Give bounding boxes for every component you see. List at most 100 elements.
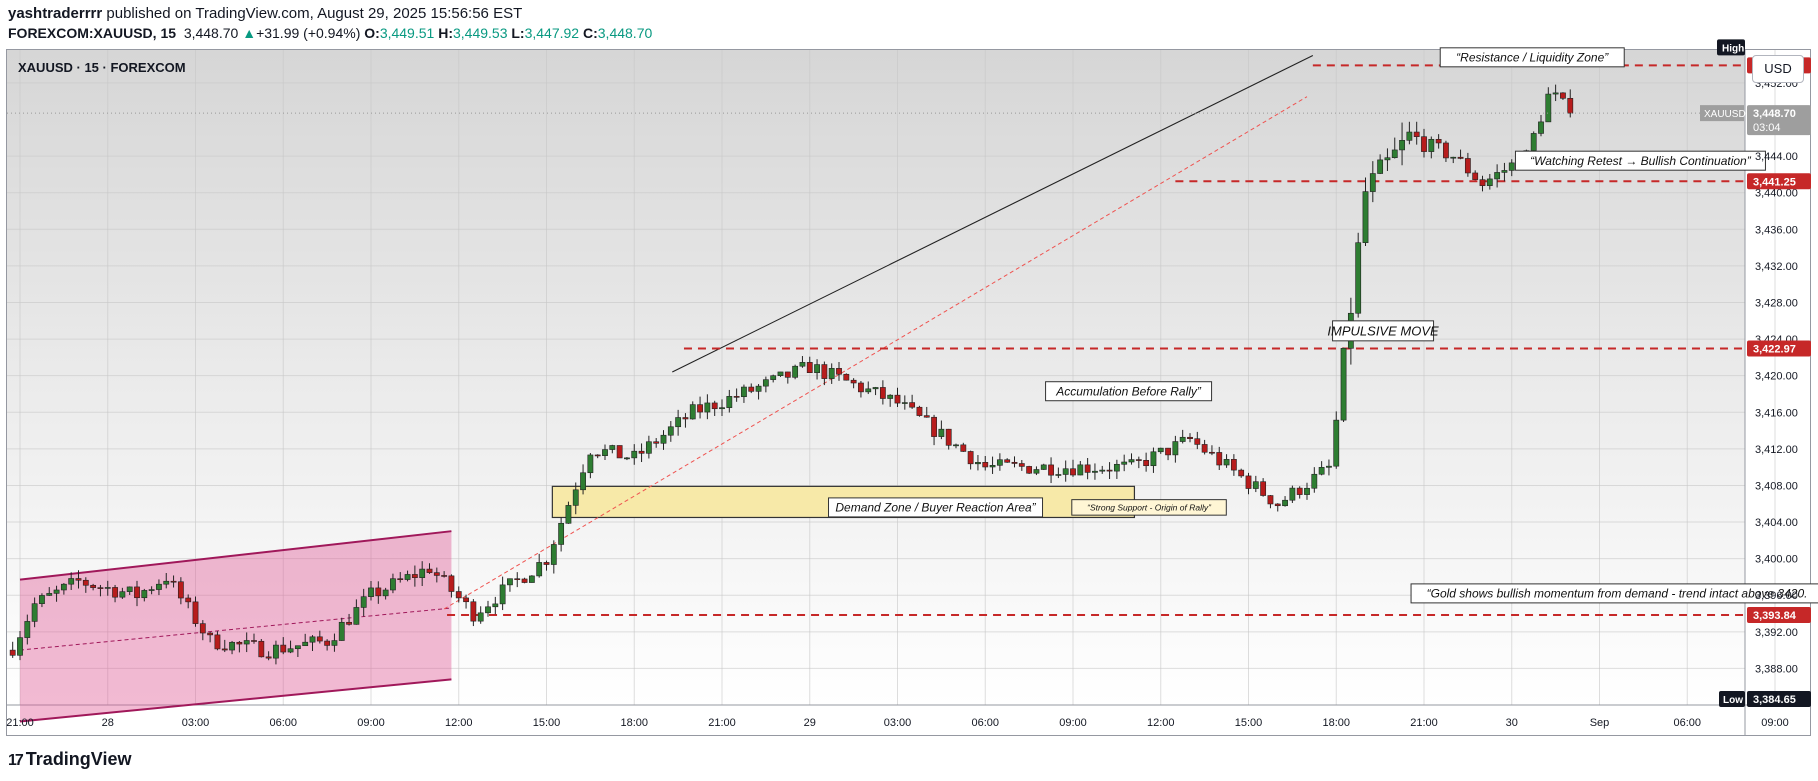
- candle-down: [192, 601, 199, 624]
- candle-down: [134, 586, 140, 599]
- currency-button[interactable]: USD: [1752, 55, 1804, 83]
- candle-up: [1552, 92, 1559, 95]
- candle-down: [75, 578, 82, 581]
- candle-down: [1274, 503, 1281, 507]
- author-name[interactable]: yashtraderrrr: [8, 5, 103, 22]
- candle-down: [1435, 138, 1442, 144]
- candle-up: [382, 589, 389, 597]
- candle-up: [755, 385, 762, 392]
- candle-down: [1194, 438, 1201, 445]
- candle-down: [616, 445, 623, 459]
- candle-down: [697, 404, 703, 413]
- y-tick-label: 3,428.00: [1755, 297, 1798, 309]
- channel-midline: [19, 607, 452, 651]
- candle-up: [1113, 463, 1120, 472]
- annotation-text: “Watching Retest → Bullish Continuation”: [1530, 154, 1752, 168]
- candle-up: [1223, 459, 1230, 466]
- candle-down: [1230, 459, 1237, 471]
- annotation: “Strong Support - Origin of Rally”: [1071, 499, 1227, 516]
- candle-up: [572, 489, 579, 506]
- candle-up: [550, 544, 557, 565]
- candle-down: [931, 416, 937, 437]
- candle-up: [1450, 156, 1457, 159]
- candle-up: [645, 441, 652, 454]
- candle-up: [689, 404, 696, 420]
- level-tag: [1747, 340, 1811, 357]
- ohlc-legend: FOREXCOM:XAUUSD, 15 3,448.70 ▲+31.99 (+0…: [8, 25, 652, 41]
- candle-up: [887, 394, 894, 399]
- candle-up: [792, 365, 799, 378]
- candle-down: [177, 581, 184, 599]
- candle-down: [199, 623, 206, 634]
- candle-down: [521, 578, 528, 583]
- x-tick-label: 12:00: [1147, 717, 1175, 729]
- candle-down: [265, 656, 272, 659]
- candle-down: [682, 417, 689, 420]
- candle-up: [989, 465, 996, 468]
- candle-down: [543, 562, 550, 565]
- tradingview-logo[interactable]: 17 TradingView: [8, 749, 132, 770]
- candle-down: [251, 640, 257, 642]
- annotation-box: [1439, 47, 1625, 68]
- high-value: 3,449.53: [452, 25, 508, 41]
- candle-up: [1040, 464, 1047, 470]
- candle-up: [1501, 170, 1508, 173]
- candle-up: [163, 580, 170, 585]
- change-value: +31.99 (+0.94%): [256, 25, 361, 41]
- x-tick-label: 15:00: [1235, 717, 1263, 729]
- candle-down: [1106, 469, 1113, 472]
- current-price-tag: [1747, 105, 1811, 136]
- candle-down: [1026, 466, 1033, 474]
- candle-up: [828, 368, 835, 379]
- candle-down: [375, 587, 382, 597]
- published-text: published on TradingView.com, August 29,…: [106, 5, 523, 22]
- candle-down: [1464, 158, 1471, 174]
- candle-up: [587, 454, 594, 474]
- candle-down: [982, 462, 989, 468]
- annotation: “Resistance / Liquidity Zone”: [1439, 47, 1625, 68]
- chart-frame: [6, 49, 1811, 736]
- x-tick-label: 21:00: [708, 717, 736, 729]
- candle-up: [1172, 441, 1179, 456]
- candle-up: [1486, 178, 1493, 186]
- candle-down: [9, 649, 16, 656]
- candle-down: [1267, 495, 1274, 505]
- candle-down: [1421, 136, 1427, 152]
- candle-up: [624, 457, 630, 460]
- candle-down: [1070, 468, 1076, 476]
- candle-up: [704, 402, 711, 413]
- y-tick-label: 3,388.00: [1755, 663, 1798, 675]
- candle-down: [1560, 92, 1566, 99]
- channel-lower-line: [19, 678, 452, 723]
- candle-up: [1494, 172, 1501, 180]
- x-tick-label: 15:00: [533, 717, 561, 729]
- candle-down: [711, 402, 718, 410]
- candle-down: [397, 578, 404, 581]
- candle-up: [126, 586, 133, 592]
- candle-up: [580, 472, 586, 491]
- candle-up: [1538, 121, 1544, 134]
- candle-up: [602, 449, 608, 456]
- candle-up: [353, 607, 360, 625]
- candle-down: [324, 640, 331, 646]
- high-tag-label: High: [1722, 43, 1744, 54]
- candle-down: [594, 454, 601, 457]
- last-price: 3,448.70: [183, 25, 239, 41]
- y-tick-label: 3,444.00: [1755, 151, 1798, 163]
- candle-down: [426, 568, 433, 573]
- countdown-label: 03:04: [1753, 122, 1781, 134]
- candle-up: [243, 640, 250, 645]
- candle-up: [528, 575, 535, 583]
- candle-down: [258, 640, 265, 658]
- x-tick-label: 29: [804, 717, 816, 729]
- y-tick-label: 3,412.00: [1755, 444, 1798, 456]
- candle-up: [24, 621, 31, 638]
- low-price-tag: [1747, 691, 1811, 708]
- x-tick-label: Sep: [1590, 717, 1610, 729]
- candle-down: [967, 451, 974, 465]
- candle-down: [1011, 461, 1018, 464]
- candle-up: [104, 587, 111, 589]
- candle-up: [1157, 447, 1164, 453]
- candle-up: [719, 407, 725, 410]
